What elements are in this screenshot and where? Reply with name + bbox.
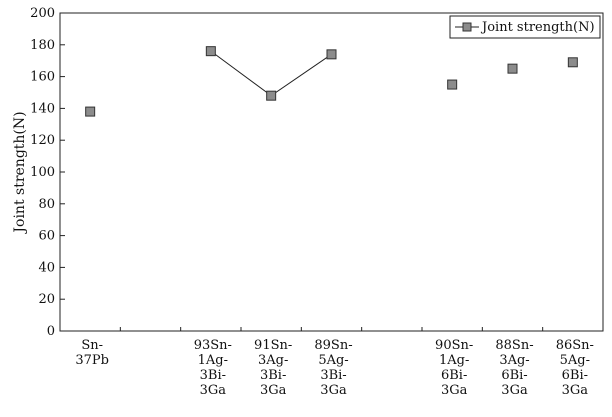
- y-tick-label: 100: [30, 165, 55, 180]
- data-point-marker: [507, 63, 518, 74]
- y-tick-label: 200: [30, 6, 55, 21]
- y-tick-label: 120: [30, 133, 55, 148]
- data-point-marker: [326, 49, 337, 60]
- data-point-marker: [567, 57, 578, 68]
- y-tick-label: 80: [38, 197, 55, 212]
- data-point-marker: [266, 90, 277, 101]
- x-category-label: 90Sn-1Ag-6Bi-3Ga: [435, 338, 473, 398]
- x-category-label-line: 37Pb: [75, 353, 109, 368]
- y-tick-label: 160: [30, 70, 55, 85]
- y-tick-label: 180: [30, 38, 55, 53]
- x-category-label-line: 6Bi-: [441, 368, 467, 383]
- x-category-label-line: 6Bi-: [501, 368, 527, 383]
- legend-marker-swatch: [462, 22, 472, 32]
- x-category-label-line: 3Ga: [501, 383, 528, 398]
- x-category-label: Sn-37Pb: [75, 338, 109, 368]
- x-category-label-line: 86Sn-: [556, 338, 594, 353]
- x-category-label-line: 1Ag-: [198, 353, 228, 368]
- y-tick-label: 60: [38, 229, 55, 244]
- x-category-label-line: 6Bi-: [562, 368, 588, 383]
- y-axis-title: Joint strength(N): [12, 111, 28, 234]
- x-category-label-line: 88Sn-: [495, 338, 533, 353]
- x-category-label-line: 3Bi-: [260, 368, 286, 383]
- x-category-label-line: 3Ga: [200, 383, 227, 398]
- y-tick-label: 20: [38, 292, 55, 307]
- y-tick-label: 40: [38, 260, 55, 275]
- x-category-label-line: 3Bi-: [320, 368, 346, 383]
- x-category-label: 91Sn-3Ag-3Bi-3Ga: [254, 338, 292, 398]
- x-category-label-line: 3Ga: [320, 383, 347, 398]
- x-category-label: 93Sn-1Ag-3Bi-3Ga: [194, 338, 232, 398]
- x-category-label-line: 3Ga: [260, 383, 287, 398]
- legend-box: [449, 15, 601, 39]
- x-category-label-line: 1Ag-: [439, 353, 469, 368]
- data-point-marker: [447, 79, 458, 90]
- data-point-marker: [205, 46, 216, 57]
- x-category-label-line: 3Ga: [562, 383, 589, 398]
- x-category-label-line: 89Sn-: [314, 338, 352, 353]
- x-category-label: 88Sn-3Ag-6Bi-3Ga: [495, 338, 533, 398]
- y-tick-label: 140: [30, 101, 55, 116]
- x-category-label-line: 3Ag-: [499, 353, 529, 368]
- data-point-marker: [85, 106, 96, 117]
- legend-label: Joint strength(N): [480, 20, 595, 35]
- x-category-label-line: 3Ag-: [258, 353, 288, 368]
- plot-area-frame: [59, 12, 604, 332]
- series-line: [210, 50, 332, 97]
- x-category-label-line: 3Bi-: [200, 368, 226, 383]
- x-category-label-line: 93Sn-: [194, 338, 232, 353]
- x-category-label: 89Sn-5Ag-3Bi-3Ga: [314, 338, 352, 398]
- y-tick-label: 0: [47, 324, 55, 339]
- x-category-label-line: 5Ag-: [318, 353, 348, 368]
- x-category-label-line: 91Sn-: [254, 338, 292, 353]
- x-category-label-line: Sn-: [81, 338, 103, 353]
- x-category-label-line: 5Ag-: [560, 353, 590, 368]
- x-category-label-line: 90Sn-: [435, 338, 473, 353]
- x-category-label-line: 3Ga: [441, 383, 468, 398]
- x-category-label: 86Sn-5Ag-6Bi-3Ga: [556, 338, 594, 398]
